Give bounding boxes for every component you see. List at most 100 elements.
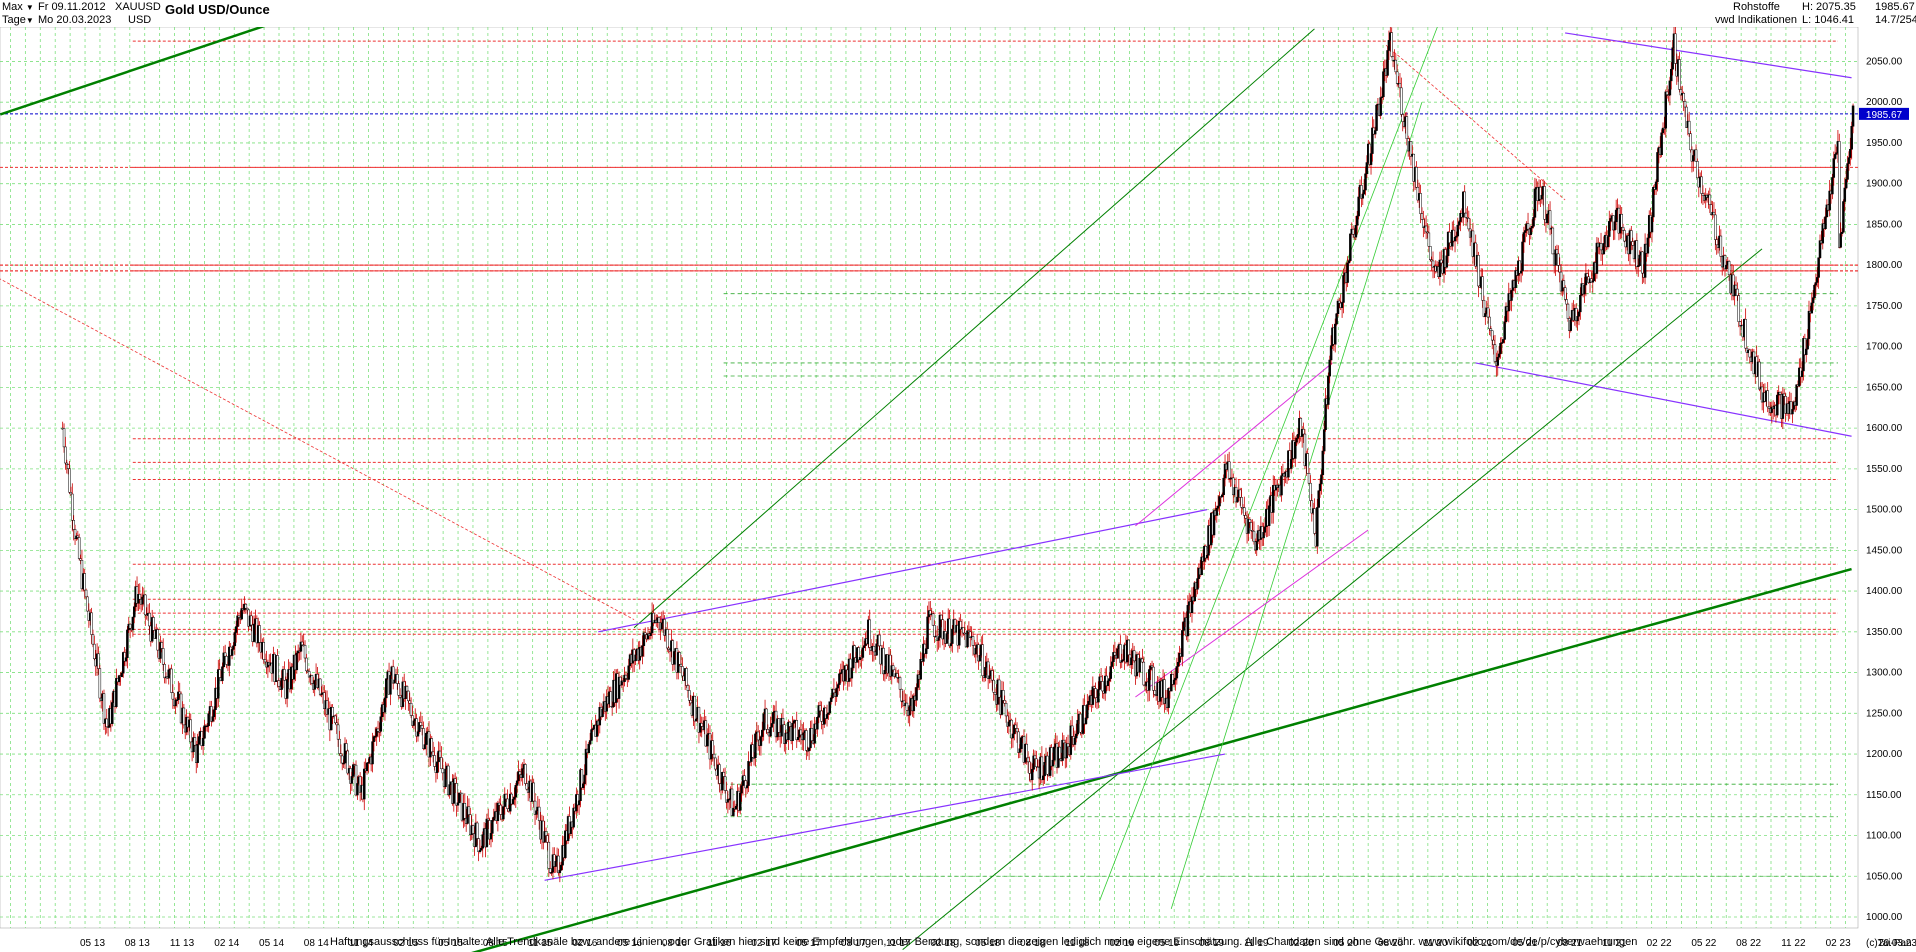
candle-body <box>770 723 774 728</box>
candle-body <box>1712 211 1716 216</box>
candle-body <box>350 776 354 784</box>
candle-body <box>1386 50 1389 76</box>
candle-body <box>521 768 524 778</box>
candle-body <box>609 691 613 707</box>
channel-line-purple <box>1565 32 1852 79</box>
x-tick-label: 11 21 <box>1602 938 1627 949</box>
candle-body <box>1349 233 1352 261</box>
candle-body <box>875 643 878 656</box>
x-tick-label: 11 20 <box>1423 938 1448 949</box>
candle-body <box>582 783 585 788</box>
candle-body <box>1438 259 1442 277</box>
candle-body <box>1316 507 1319 547</box>
candle-body <box>1017 731 1020 753</box>
candle-body <box>524 764 527 784</box>
candle-body <box>182 707 186 726</box>
candle-body <box>796 737 800 741</box>
candle-body <box>1294 441 1297 459</box>
candle-body <box>686 685 690 691</box>
channel-line-purple <box>544 753 1226 881</box>
candle-body <box>1015 728 1019 733</box>
range-select[interactable]: Max ▼ <box>2 1 34 13</box>
candle-body <box>467 806 471 815</box>
candle-body <box>781 717 785 725</box>
candle-body <box>98 668 102 699</box>
candle-body <box>1222 477 1225 496</box>
high-value: H: 2075.35 <box>1802 1 1856 13</box>
x-tick-label: 08 20 <box>1378 938 1403 949</box>
candle-body <box>110 702 114 724</box>
candle-body <box>276 655 279 681</box>
y-tick-label: 1250.00 <box>1866 708 1903 719</box>
x-tick-label: 08 18 <box>1020 938 1045 949</box>
candle-body <box>1844 179 1848 189</box>
candle-body <box>1427 232 1431 247</box>
candle-body <box>1546 213 1549 224</box>
candle-body <box>862 645 866 649</box>
candle-body <box>933 624 936 637</box>
candle-body <box>1306 453 1309 474</box>
x-tick-label: 08 17 <box>841 938 866 949</box>
candle-body <box>868 619 871 648</box>
candle-body <box>396 674 399 684</box>
candle-body <box>537 806 541 821</box>
candle-body <box>420 725 424 729</box>
candle-body <box>1289 459 1293 469</box>
candle-body <box>949 643 953 647</box>
candle-body <box>660 622 664 630</box>
candle-body <box>712 753 716 759</box>
candle-body <box>120 672 124 678</box>
trend-line-green <box>471 567 1852 952</box>
candle-body <box>1398 83 1402 89</box>
candle-body <box>1267 505 1271 526</box>
candle-body <box>1623 230 1626 242</box>
candle-body <box>694 718 698 722</box>
candle-body <box>1302 429 1305 435</box>
candle-body <box>1215 508 1219 516</box>
candle-body <box>1327 375 1330 405</box>
candle-body <box>891 665 895 671</box>
candle-body <box>1127 639 1130 656</box>
candle-body <box>1227 461 1231 479</box>
candle-body <box>340 755 344 764</box>
y-tick-label: 1400.00 <box>1866 586 1903 597</box>
x-tick-label: 02 19 <box>1109 938 1134 949</box>
interval-select[interactable]: Tage▼ <box>2 14 34 26</box>
candle-body <box>1608 221 1611 237</box>
candle-body <box>1558 265 1561 273</box>
candle-body <box>802 732 805 741</box>
candle-body <box>234 626 238 633</box>
candle-body <box>477 838 480 852</box>
candle-body <box>1818 240 1822 259</box>
candle-body <box>739 792 742 811</box>
candle-body <box>90 612 93 635</box>
candle-body <box>1576 316 1579 322</box>
candle-body <box>363 768 366 800</box>
candle-body <box>601 708 604 717</box>
candle-body <box>481 834 484 849</box>
candle-body <box>754 733 757 759</box>
x-tick-label: 11 15 <box>528 938 553 949</box>
candle-body <box>1076 720 1079 735</box>
candle-body <box>178 691 181 695</box>
candle-body <box>62 428 66 448</box>
candle-body <box>1486 307 1490 318</box>
candle-body <box>1296 434 1300 439</box>
disclaimer-text[interactable]: Haftungsausschluss für Inhalte: Alle Tre… <box>330 936 1638 948</box>
candle-body <box>688 690 691 701</box>
date-to: Mo 20.03.2023 <box>38 14 112 26</box>
candle-body <box>689 700 692 704</box>
candle-body <box>408 700 411 704</box>
candle-body <box>617 676 621 699</box>
x-tick-label: 11 16 <box>707 938 732 949</box>
candle-body <box>1630 230 1633 242</box>
candle-body <box>788 721 792 727</box>
candle-body <box>1204 545 1208 559</box>
candle-body <box>1609 218 1612 222</box>
candle-body <box>984 667 987 678</box>
candle-body <box>391 666 395 684</box>
candle-body <box>751 744 754 758</box>
candle-body <box>1361 193 1365 199</box>
x-tick-label: 08 13 <box>125 938 150 949</box>
